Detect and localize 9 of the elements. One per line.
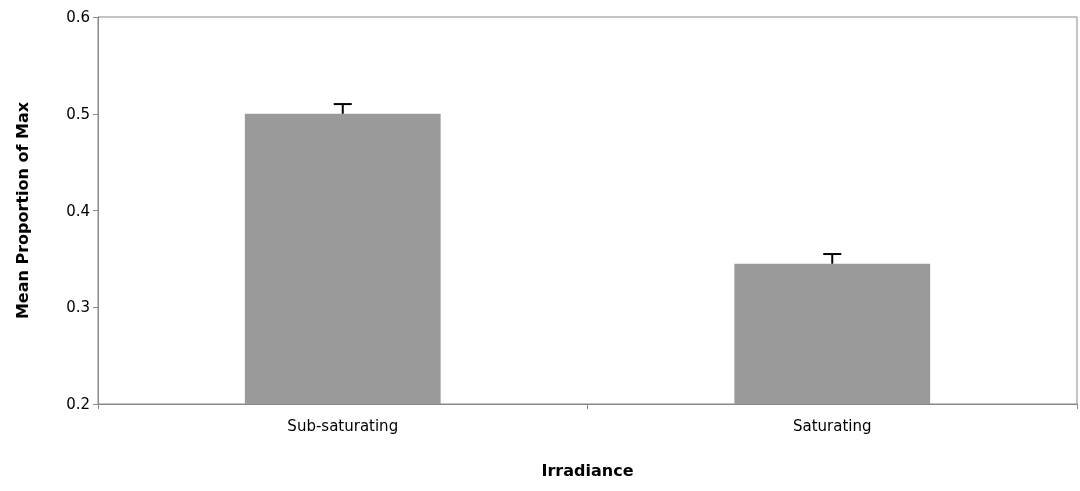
x-axis-title: Irradiance	[541, 460, 634, 480]
y-tick-label: 0.6	[66, 8, 90, 26]
x-tick-label: Saturating	[792, 416, 872, 435]
y-axis-title: Mean Proportion of Max	[12, 101, 32, 320]
y-tick-label: 0.2	[66, 395, 90, 413]
y-tick-label: 0.4	[66, 201, 90, 220]
y-tick-label: 0.3	[66, 298, 90, 317]
x-tick-label: Sub-saturating	[287, 416, 399, 435]
y-tick-label: 0.5	[66, 104, 90, 123]
